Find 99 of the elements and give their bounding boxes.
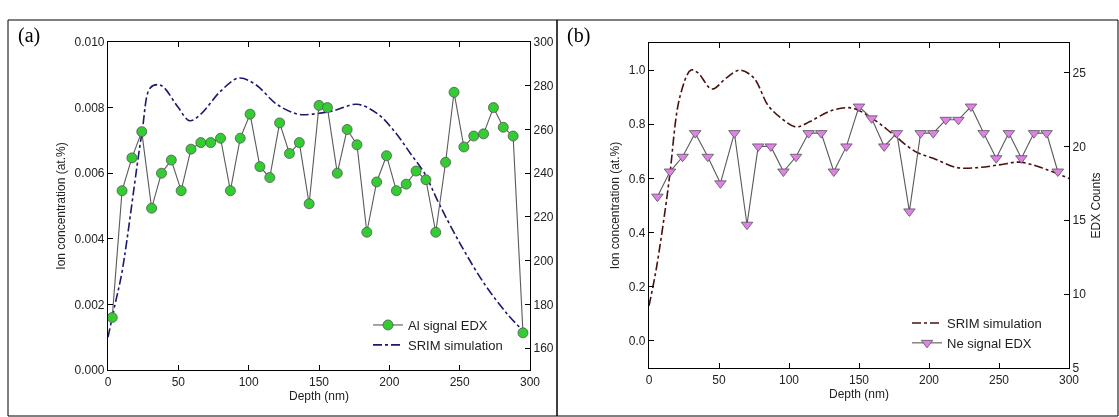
y-tick-label: 0.002 [74,297,105,312]
line-series [649,69,1069,307]
point [952,116,965,126]
x-tick-label: 300 [519,374,541,389]
point [390,185,402,197]
point [468,130,480,142]
point [244,108,256,120]
y-axis-title: Ion concentration (at.%) [608,141,623,270]
point [156,167,167,179]
point [371,176,383,188]
point [313,100,325,111]
point [341,124,353,135]
y2-tick-label: 20 [1072,139,1087,154]
x-axis-title: Depth (nm) [288,389,350,404]
y-tick-label: 0.2 [628,279,646,294]
point [274,117,286,129]
point [361,226,373,238]
point [789,153,803,163]
legend-label: SRIM simulation [408,337,503,353]
legend-label: Al signal EDX [408,318,488,334]
point [488,102,499,113]
x-tick-label: 150 [308,374,330,389]
point [146,202,158,214]
y2-axis-title: EDX Counts [1089,172,1104,239]
x-axis-title: Depth (nm) [828,387,890,402]
point [264,172,276,183]
point [205,137,217,148]
y-tick-label: 0.4 [628,225,646,240]
x-tick-label: 250 [449,374,470,389]
y-tick-label: 0.006 [74,166,105,181]
point [458,141,470,153]
point [215,132,226,144]
point [448,86,460,98]
y2-tick-label: 180 [533,297,554,312]
legend-label: SRIM simulation [947,316,1042,332]
point [322,102,333,113]
point [420,174,432,186]
point [331,167,343,179]
x-tick-label: 100 [778,372,800,387]
y2-tick-label: 240 [533,166,554,181]
y2-tick-label: 10 [1072,287,1087,302]
y-tick-label: 0.000 [74,363,105,378]
legend-label: Ne signal EDX [947,335,1032,351]
y-tick-label: 0.004 [74,232,105,246]
y2-tick-label: 25 [1072,65,1087,80]
point [497,121,509,133]
x-tick-label: 100 [238,374,259,389]
y-tick-label: 0.008 [74,100,105,115]
point [224,185,236,197]
x-tick-label: 50 [712,372,726,387]
point [185,143,197,155]
point [165,154,177,166]
point [440,156,451,168]
chart-title: (a) [18,24,41,47]
x-tick-label: 0 [645,372,653,387]
x-tick-label: 0 [104,374,112,389]
y-axis-title: Ion concentration (at.%) [53,142,68,270]
y2-tick-label: 280 [533,78,554,93]
y-tick-label: 0.010 [74,35,105,50]
y2-tick-label: 220 [533,210,554,225]
point [517,327,529,339]
point [116,185,128,197]
y2-tick-label: 260 [533,122,554,137]
point [108,312,118,323]
point [430,226,442,238]
y2-tick-label: 160 [533,341,554,356]
x-tick-label: 200 [379,374,400,389]
point [939,116,952,126]
point [478,128,489,140]
y2-tick-label: 200 [533,253,554,268]
point [254,161,266,173]
point [234,132,246,144]
point [381,150,392,162]
point [126,152,138,164]
point [740,221,754,231]
chart-title: (b) [567,24,591,47]
x-tick-label: 50 [171,374,186,389]
x-tick-label: 150 [848,372,870,387]
y-tick-label: 0.8 [628,117,646,132]
y2-tick-label: 15 [1072,213,1087,228]
point [303,198,315,210]
x-tick-label: 200 [918,372,940,387]
point [175,185,187,197]
point [400,178,412,190]
point [651,193,664,203]
point [351,139,363,151]
point [410,165,422,177]
point [676,153,689,163]
x-tick-label: 250 [988,372,1010,387]
y2-tick-label: 300 [533,35,554,50]
y-tick-label: 0.6 [628,171,646,186]
point [284,148,295,159]
y-tick-label: 1.0 [628,63,646,78]
point [507,130,519,142]
point [136,126,148,138]
y-tick-label: 0.0 [628,334,646,349]
point [701,153,714,163]
point [293,137,305,148]
point [195,137,207,148]
